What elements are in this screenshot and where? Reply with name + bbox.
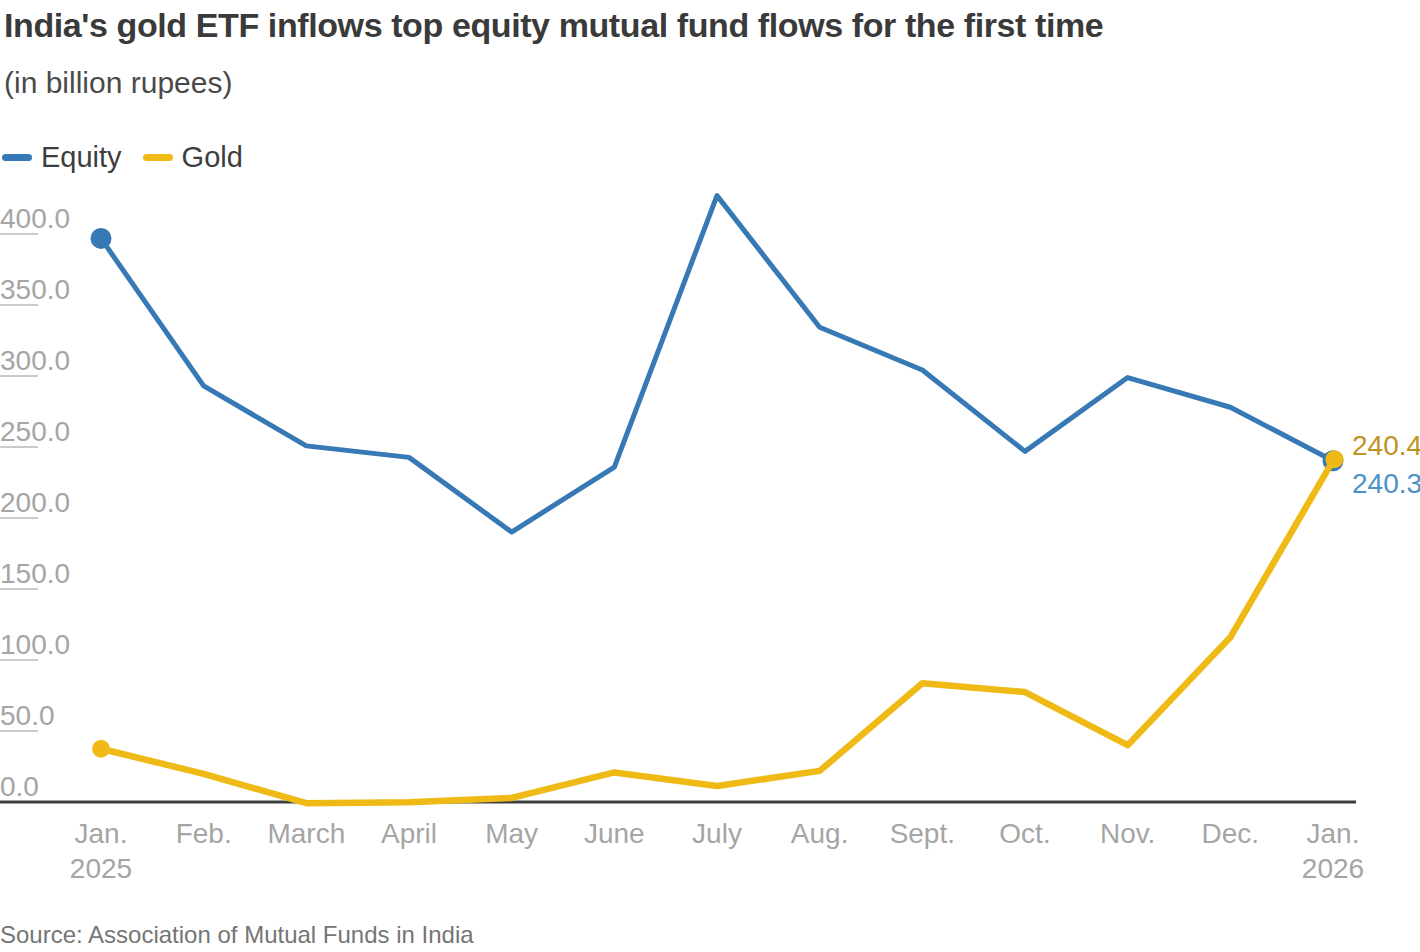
x-axis-label: Feb. [176,818,232,849]
y-tick-label: 0.0 [0,771,39,802]
legend-item-gold: Gold [143,141,243,174]
chart-page: India's gold ETF inflows top equity mutu… [0,0,1420,952]
gold-end-value-label: 240.4 [1352,430,1420,461]
x-axis-label: Oct. [999,818,1050,849]
legend-label-equity: Equity [41,141,122,174]
legend-item-equity: Equity [2,141,122,174]
gold-line [101,461,1333,804]
equity-start-point [91,228,112,249]
chart-subtitle: (in billion rupees) [4,66,232,100]
y-tick-label: 250.0 [0,416,70,447]
legend-label-gold: Gold [182,141,243,174]
gold-end-point [1326,450,1344,468]
y-tick-label: 350.0 [0,274,70,305]
equity-line-swatch-icon [2,154,32,161]
y-tick-label: 150.0 [0,558,70,589]
gold-line-swatch-icon [143,154,173,161]
y-tick-label: 300.0 [0,345,70,376]
chart-area: 0.0 50.0 100.0 150.0 200.0 250.0 300.0 350.0 400… [0,180,1420,952]
x-axis-label: April [381,818,437,849]
equity-line [101,196,1333,532]
chart-title: India's gold ETF inflows top equity mutu… [4,6,1103,45]
y-tick-label: 100.0 [0,629,70,660]
chart-svg: 0.0 50.0 100.0 150.0 200.0 250.0 300.0 350.0 400… [0,180,1420,952]
x-axis-label: May [485,818,538,849]
x-axis-label: Sept. [890,818,955,849]
legend: Equity Gold [2,141,243,174]
equity-end-value-label: 240.3 [1352,468,1420,499]
x-axis-year-label: 2025 [70,853,132,884]
x-axis-label: Aug. [791,818,849,849]
source-note: Source: Association of Mutual Funds in I… [0,921,474,949]
x-axis-label: Nov. [1100,818,1156,849]
gold-start-point [92,740,110,758]
x-axis-label: July [692,818,742,849]
x-axis-label: Jan. [75,818,128,849]
x-axis-label: Jan. [1307,818,1360,849]
y-tick-label: 200.0 [0,487,70,518]
y-tick-label: 400.0 [0,203,70,234]
x-axis-label: June [584,818,645,849]
x-axis-label: Dec. [1202,818,1260,849]
x-axis-label: March [267,818,345,849]
y-tick-label: 50.0 [0,700,55,731]
x-axis-year-label: 2026 [1302,853,1364,884]
